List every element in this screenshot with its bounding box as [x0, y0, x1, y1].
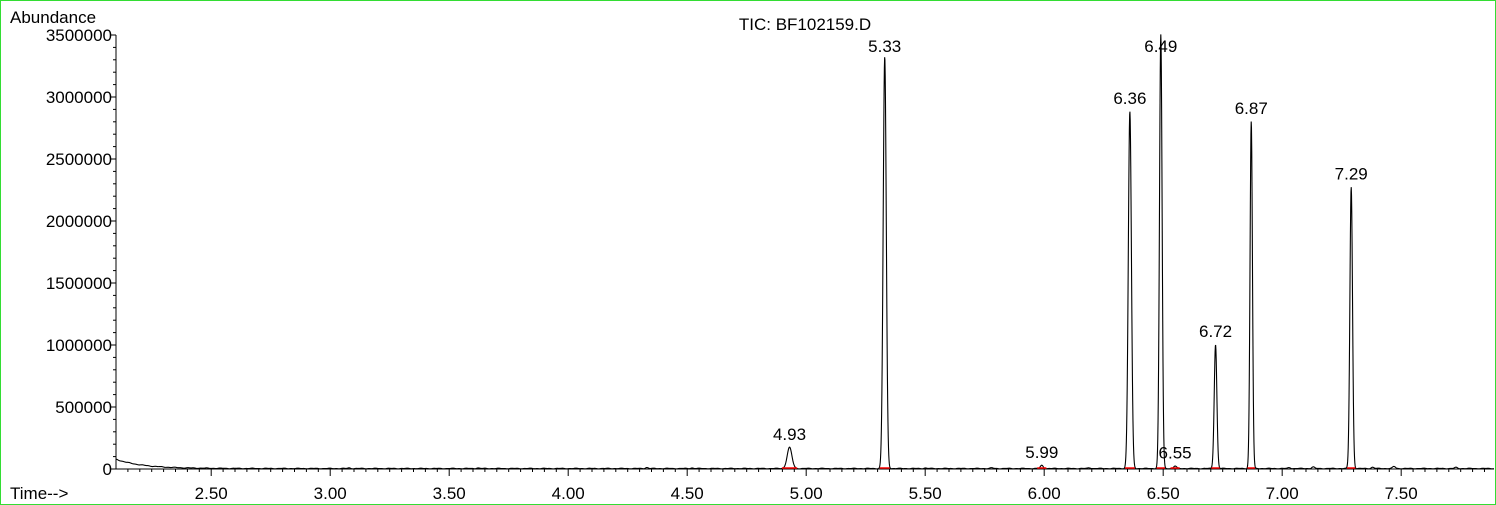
x-tick-label: 2.50	[195, 484, 228, 503]
chart-title: TIC: BF102159.D	[739, 15, 871, 34]
tic-trace	[115, 34, 1495, 470]
y-tick-label: 3500000	[46, 26, 112, 45]
y-tick-label: 1500000	[46, 274, 112, 293]
y-tick-label: 2500000	[46, 150, 112, 169]
y-tick-label: 2000000	[46, 212, 112, 231]
peak-label: 6.72	[1199, 322, 1232, 341]
y-tick-label: 3000000	[46, 88, 112, 107]
peak-label: 7.29	[1335, 165, 1368, 184]
tic-trace-line	[115, 34, 1495, 470]
y-axis-label: Abundance	[10, 8, 96, 27]
peak-label: 5.99	[1025, 443, 1058, 462]
y-tick-label: 1000000	[46, 336, 112, 355]
peak-label: 5.33	[868, 37, 901, 56]
x-tick-label: 4.00	[552, 484, 585, 503]
x-tick-label: 5.00	[790, 484, 823, 503]
x-tick-label: 5.50	[909, 484, 942, 503]
peak-label: 6.36	[1113, 89, 1146, 108]
x-tick-label: 3.00	[314, 484, 347, 503]
x-tick-label: 6.00	[1028, 484, 1061, 503]
x-tick-label: 4.50	[671, 484, 704, 503]
x-axis-label: Time-->	[10, 484, 68, 503]
peak-label: 6.87	[1235, 99, 1268, 118]
x-tick-label: 6.50	[1147, 484, 1180, 503]
peak-label: 6.55	[1159, 444, 1192, 463]
y-tick-label: 0	[103, 460, 112, 479]
peak-labels: 4.93 5.33 5.99 6.36 6.49 6.55 6.72 6.87 7.29	[773, 37, 1368, 463]
y-tick-label: 500000	[55, 398, 112, 417]
x-tick-label: 7.00	[1266, 484, 1299, 503]
axes: 0 500000 1000000 1500000 2000000 2500000 30000…	[46, 26, 1494, 503]
peak-label: 4.93	[773, 425, 806, 444]
x-tick-label: 7.50	[1385, 484, 1418, 503]
peak-label: 6.49	[1144, 37, 1177, 56]
x-tick-label: 3.50	[433, 484, 466, 503]
